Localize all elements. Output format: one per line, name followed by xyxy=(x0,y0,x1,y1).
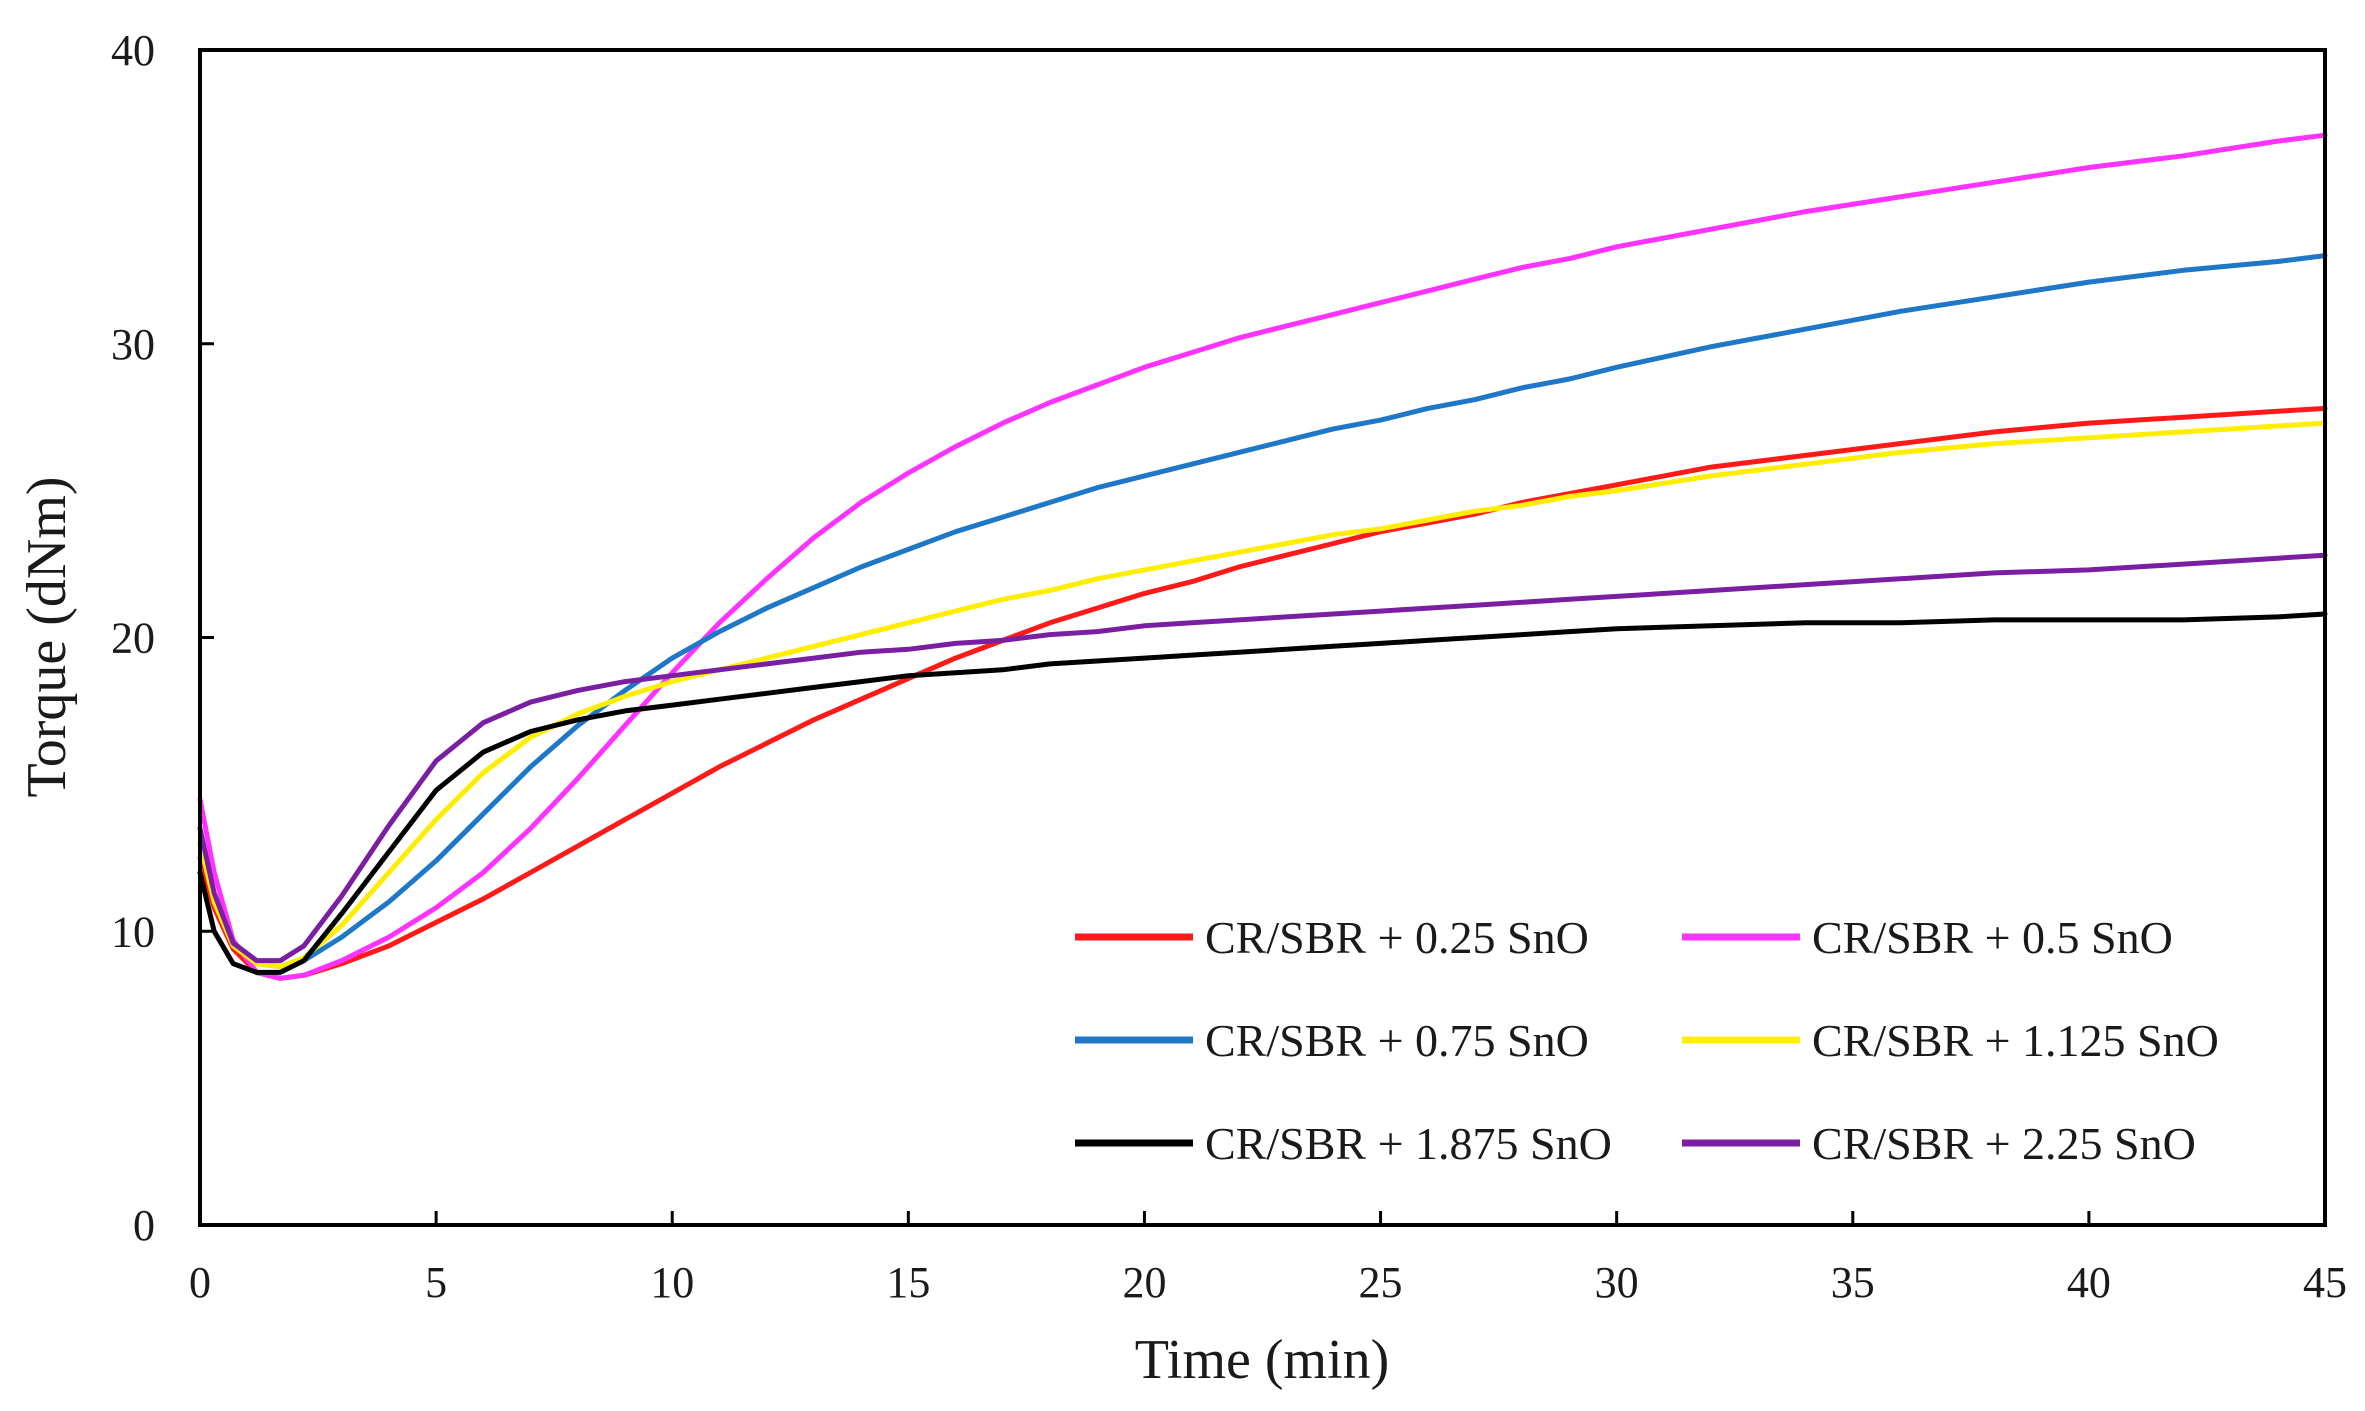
y-tick-label: 10 xyxy=(111,907,155,956)
x-tick-label: 45 xyxy=(2303,1258,2347,1307)
x-tick-label: 15 xyxy=(886,1258,930,1307)
series-line-1 xyxy=(197,405,2328,981)
series-line-2 xyxy=(197,132,2328,981)
y-axis-title: Torque (dNm) xyxy=(16,476,78,797)
y-tick-label: 0 xyxy=(133,1201,155,1250)
ticks-layer: 0 5 10 15 20 25 30 35 40 45 0 10 20 30 40 xyxy=(111,26,2347,1307)
x-tick-label: 30 xyxy=(1595,1258,1639,1307)
x-tick-label: 40 xyxy=(2067,1258,2111,1307)
x-axis-title: Time (min) xyxy=(1135,1329,1390,1391)
y-tick-label: 40 xyxy=(111,26,155,75)
legend-item: CR/SBR + 1.875 SnO xyxy=(1075,1118,1612,1169)
x-tick-label: 35 xyxy=(1831,1258,1875,1307)
legend-label: CR/SBR + 0.5 SnO xyxy=(1812,912,2173,963)
legend-item: CR/SBR + 0.25 SnO xyxy=(1075,912,1589,963)
legend-label: CR/SBR + 2.25 SnO xyxy=(1812,1118,2196,1169)
series-layer xyxy=(197,132,2328,981)
series-line-3 xyxy=(197,253,2328,969)
legend-label: CR/SBR + 1.125 SnO xyxy=(1812,1015,2219,1066)
legend-label: CR/SBR + 0.25 SnO xyxy=(1205,912,1589,963)
legend-item: CR/SBR + 2.25 SnO xyxy=(1682,1118,2196,1169)
legend-item: CR/SBR + 1.125 SnO xyxy=(1682,1015,2219,1066)
legend-item: CR/SBR + 0.5 SnO xyxy=(1682,912,2173,963)
x-tick-label: 5 xyxy=(425,1258,447,1307)
series-line-5 xyxy=(197,611,2328,975)
legend-label: CR/SBR + 1.875 SnO xyxy=(1205,1118,1612,1169)
legend: CR/SBR + 0.25 SnO CR/SBR + 0.5 SnO CR/SBR … xyxy=(1075,912,2219,1169)
y-tick-label: 20 xyxy=(111,614,155,663)
x-tick-label: 20 xyxy=(1122,1258,1166,1307)
x-tick-label: 10 xyxy=(650,1258,694,1307)
x-tick-label: 25 xyxy=(1359,1258,1403,1307)
x-tick-label: 0 xyxy=(189,1258,211,1307)
y-tick-label: 30 xyxy=(111,320,155,369)
legend-label: CR/SBR + 0.75 SnO xyxy=(1205,1015,1589,1066)
series-line-6 xyxy=(197,552,2328,964)
legend-item: CR/SBR + 0.75 SnO xyxy=(1075,1015,1589,1066)
series-line-4 xyxy=(197,420,2328,969)
